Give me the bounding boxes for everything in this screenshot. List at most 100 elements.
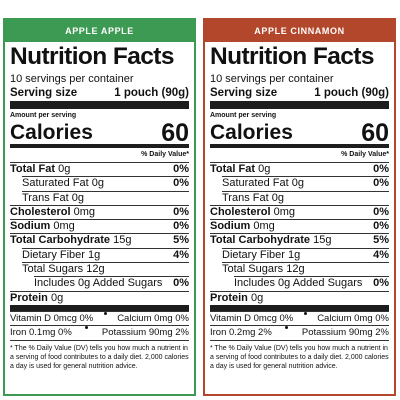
nutrient-row: Total Sugars 12g [222,262,389,276]
medium-bar [210,144,389,148]
nutrient: Dietary Fiber 1g [222,249,300,262]
serving-size: Serving size 1 pouch (90g) [10,86,189,101]
nutrient-row: Total Sugars 12g [22,262,189,276]
serving-size-value: 1 pouch (90g) [314,87,389,99]
footnote: * The % Daily Value (DV) tells you how m… [210,339,389,371]
nutrient: Total Carbohydrate 15g [210,234,331,247]
nutrient: Cholesterol 0mg [210,206,295,219]
nutrient-row: Protein 0g [210,290,389,305]
separator-dot [103,311,107,315]
nutrient-amount: 0mg [73,205,95,218]
nutrient-name: Sodium [210,220,251,233]
nutrient-dv: 0% [173,177,189,190]
nutrient-row: Dietary Fiber 1g 4% [22,247,189,262]
nutrient-amount: 0g [91,177,104,190]
dv-header: % Daily Value* [341,151,389,158]
nutrient-row: Cholesterol 0mg 0% [10,204,189,219]
nutrient-row: Protein 0g [10,290,189,305]
vitamin: Calcium 0mg 0% [317,312,389,324]
nutrient-name: Saturated Fat [222,177,289,190]
nutrient-name: Total Carbohydrate [10,234,111,247]
nutrient: Sodium 0mg [210,220,275,233]
separator-dot [303,311,307,315]
vitamin: Calcium 0mg 0% [117,312,189,324]
nutrient: Total Carbohydrate 15g [10,234,131,247]
nutrient: Includes 0g Added Sugars [34,277,162,290]
nutrient: Total Fat 0g [210,163,270,176]
calories: Calories 60 [10,119,189,147]
nutrient-dv: 5% [373,234,389,247]
serving-size-label: Serving size [10,87,78,99]
nutrient-dv: 0% [373,220,389,233]
amount-per-serving: Amount per serving [210,112,277,119]
nutrient-dv: 0% [173,205,189,218]
nutrition-label: APPLE APPLE Nutrition Facts 10 servings pe… [3,18,196,396]
nutrient-amount: 0g [271,191,284,204]
nutrient-dv: 0% [173,277,189,290]
nutrient-name: Dietary Fiber [22,248,85,261]
nutrient-name: Cholesterol [210,205,271,218]
nutrient-row: Includes 0g Added Sugars 0% [234,276,389,290]
vitamin-row: Vitamin D 0mcg 0% Calcium 0mg 0% [10,310,189,326]
nutrient-row: Sodium 0mg 0% [210,219,389,233]
nutrient: Cholesterol 0mg [10,206,95,219]
nutrient-name: Sodium [10,220,51,233]
nutrient-amount: 0g [50,291,64,304]
nutrient-row: Trans Fat 0g [22,190,189,205]
nutrient-row: Total Carbohydrate 15g 5% [10,233,189,247]
nutrient-name: Total Fat [10,163,56,175]
nutrient-row: Saturated Fat 0g 0% [22,176,189,190]
thick-bar [10,304,189,311]
separator-dot [85,326,89,330]
vitamin: Iron 0.1mg 0% [10,327,72,339]
calories-value: 60 [161,119,189,147]
nutrient-row: Saturated Fat 0g 0% [222,176,389,190]
servings: 10 servings per container [10,73,134,85]
flavor-header: APPLE CINNAMON [205,20,394,42]
calories-label: Calories [10,121,93,144]
nutrient-row: Total Fat 0g 0% [10,162,189,176]
nutrient: Saturated Fat 0g [222,177,304,190]
servings: 10 servings per container [210,73,334,85]
label-body: Nutrition Facts 10 servings per container… [205,42,394,371]
nutrient-amount: 15g [113,234,132,247]
vitamin: Potassium 90mg 2% [301,327,389,339]
nutrient: Sodium 0mg [10,220,75,233]
nutrient-name: Trans Fat [22,191,69,204]
nutrient: Total Sugars 12g [222,263,305,276]
vitamin: Vitamin D 0mcg 0% [10,312,94,324]
title: Nutrition Facts [210,43,374,70]
nutrient-dv: 0% [373,277,389,290]
nutrient-name: Includes 0g Added Sugars [34,277,163,290]
dv-header: % Daily Value* [141,151,189,158]
nutrient-name: Protein [10,291,48,304]
nutrient-name: Protein [210,291,248,304]
nutrition-label: APPLE CINNAMON Nutrition Facts 10 servings… [203,18,396,396]
nutrient-row: Sodium 0mg 0% [10,219,189,233]
nutrient: Protein 0g [210,292,263,305]
nutrient-row: Trans Fat 0g [222,190,389,205]
nutrient-name: Total Carbohydrate [210,234,311,247]
serving-size: Serving size 1 pouch (90g) [210,86,389,101]
nutrient-name: Total Sugars [222,263,284,276]
nutrient-dv: 0% [373,205,389,218]
nutrient: Includes 0g Added Sugars [234,277,362,290]
nutrient: Trans Fat 0g [22,192,84,205]
vitamin-row: Iron 0.2mg 2% Potassium 90mg 2% [210,325,389,340]
flavor-header: APPLE APPLE [5,20,194,42]
serving-size-value: 1 pouch (90g) [114,87,189,99]
medium-bar [10,144,189,148]
nutrient-dv: 0% [373,163,389,175]
vitamin: Potassium 90mg 2% [101,327,189,339]
nutrient: Trans Fat 0g [222,192,284,205]
nutrient-amount: 12g [286,263,305,276]
nutrient-row: Total Carbohydrate 15g 5% [210,233,389,247]
nutrient-amount: 0mg [253,220,275,233]
nutrient-name: Total Sugars [22,263,84,276]
calories: Calories 60 [210,119,389,147]
nutrient-amount: 1g [88,248,101,261]
nutrient-row: Total Fat 0g 0% [210,162,389,176]
nutrient: Saturated Fat 0g [22,177,104,190]
calories-value: 60 [361,119,389,147]
